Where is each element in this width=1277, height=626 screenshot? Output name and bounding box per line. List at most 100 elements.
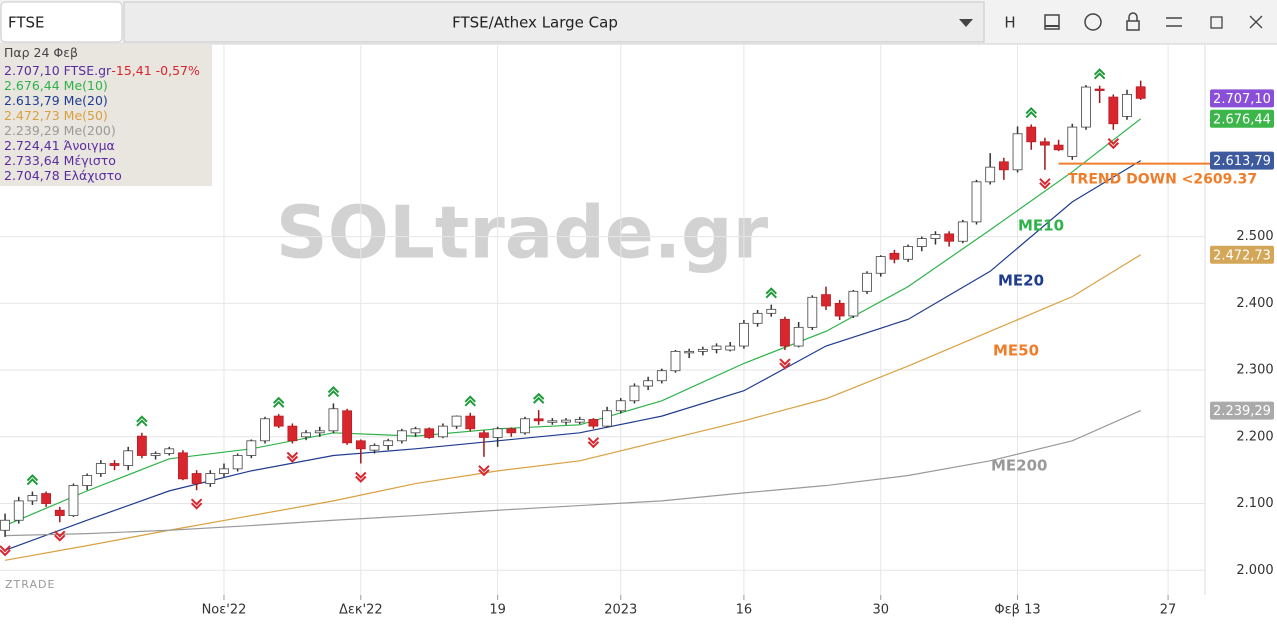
legend-line: 2.676,44 Me(10) — [4, 78, 108, 93]
buy-signal — [327, 386, 340, 398]
candle-body — [821, 294, 831, 307]
candle-body — [985, 166, 996, 183]
y-tick-label: 2.000 — [1236, 563, 1273, 578]
legend-text: 2.707,10 — [4, 63, 60, 78]
legend-text: Me(10) — [64, 78, 108, 93]
sell-signal — [190, 498, 203, 510]
lock-shackle — [1128, 12, 1138, 21]
ma-badge-label: 2.472,73 — [1213, 248, 1271, 263]
candle-body — [273, 415, 284, 427]
candle-body — [903, 246, 913, 260]
candle-body — [533, 418, 544, 422]
y-tick-label: 2.500 — [1236, 229, 1273, 244]
moving-average-line — [5, 410, 1141, 537]
candle-body — [191, 473, 202, 484]
ma-chart-label: ME50 — [993, 342, 1039, 360]
candle-body — [889, 252, 900, 260]
sell-signal — [0, 545, 11, 557]
lock-icon[interactable] — [1126, 20, 1140, 31]
candle-body — [848, 290, 859, 317]
ma-badge — [1210, 401, 1274, 420]
close-icon[interactable] — [1249, 15, 1263, 29]
candle-body — [739, 322, 749, 347]
ma-badge-label: 2.239,29 — [1213, 404, 1271, 419]
symbol-text: FTSE — [8, 14, 45, 32]
y-tick-label: 2.300 — [1236, 363, 1273, 378]
candle-body — [1053, 144, 1064, 151]
buy-signal — [1093, 68, 1106, 80]
moving-average-line — [4, 118, 1142, 527]
buy-signal — [765, 287, 777, 299]
symbol-title-box[interactable] — [123, 1, 985, 43]
candle-body — [13, 500, 24, 521]
candle-body — [1026, 126, 1037, 143]
legend-line: 2.472,73 Me(50) — [4, 108, 108, 123]
candle-body — [150, 453, 161, 456]
legend-text: 2.724,41 — [4, 138, 60, 153]
quote-icon[interactable] — [1084, 13, 1102, 31]
legend-line: 2.733,64 Μέγιστο — [4, 153, 116, 168]
candle-body — [629, 385, 640, 402]
sell-signal — [1039, 178, 1051, 190]
maximize-icon[interactable] — [1210, 16, 1223, 29]
legend-text: Παρ 24 Φεβ — [4, 45, 78, 60]
candle-body — [314, 430, 325, 434]
candle-body — [520, 418, 530, 434]
candle-body — [574, 419, 585, 423]
candle-body — [54, 509, 65, 516]
legend-text: 2.613,79 — [4, 93, 60, 108]
candle-body — [95, 463, 106, 474]
candle-body — [451, 415, 462, 427]
buy-signal — [1025, 107, 1037, 119]
candle-body — [998, 161, 1009, 171]
symbol-input[interactable] — [0, 1, 123, 43]
window-icon[interactable] — [1044, 14, 1060, 30]
ma-badge-label: 2.676,44 — [1213, 112, 1271, 127]
candle-body — [643, 380, 654, 387]
dropdown-arrow[interactable] — [959, 19, 973, 27]
legend-text: FTSE.gr — [64, 63, 112, 78]
x-tick-label: 16 — [736, 603, 753, 618]
candle-body — [1067, 126, 1078, 157]
menu-icon[interactable] — [1166, 17, 1182, 27]
candle-body — [410, 428, 421, 434]
legend-text: 2.239,29 — [4, 123, 60, 138]
candle-body — [383, 440, 394, 446]
buy-signal — [273, 396, 285, 408]
candle-body — [68, 485, 79, 516]
h-button[interactable]: H — [1004, 14, 1015, 32]
y-tick-label: 2.100 — [1236, 496, 1273, 511]
candle-body — [656, 370, 667, 382]
candle-body — [602, 410, 612, 427]
ma-chart-label: ME20 — [998, 272, 1044, 290]
legend-text: Me(200) — [64, 123, 116, 138]
candle-body — [355, 440, 366, 450]
legend-text: 2.676,44 — [4, 78, 60, 93]
candle-body — [684, 350, 695, 354]
candle-body — [246, 440, 257, 456]
moving-average-line — [4, 254, 1142, 561]
candle-body — [232, 455, 243, 470]
x-tick-label: 19 — [489, 603, 506, 618]
buy-signal — [136, 415, 148, 427]
sell-signal — [779, 358, 791, 370]
legend-text: 2.472,73 — [4, 108, 60, 123]
legend-line: 2.239,29 Me(200) — [4, 123, 116, 138]
candle-body — [561, 419, 571, 423]
candle-body — [916, 238, 927, 247]
sell-signal — [587, 437, 600, 449]
candle-body — [465, 415, 476, 430]
legend-text: 2.733,64 — [4, 153, 60, 168]
symbol-title: FTSE/Athex Large Cap — [452, 14, 618, 32]
x-tick-label: Νοε'22 — [202, 603, 247, 618]
candle-body — [1094, 88, 1105, 91]
candle-body — [944, 233, 955, 242]
legend-text: Me(50) — [64, 108, 108, 123]
candle-body — [219, 468, 229, 474]
candle-body — [875, 256, 886, 274]
ma-badge — [1210, 109, 1274, 128]
legend-line: 2.704,78 Ελάχιστο — [4, 168, 122, 183]
buy-signal — [532, 392, 545, 404]
candle-body — [711, 345, 722, 350]
